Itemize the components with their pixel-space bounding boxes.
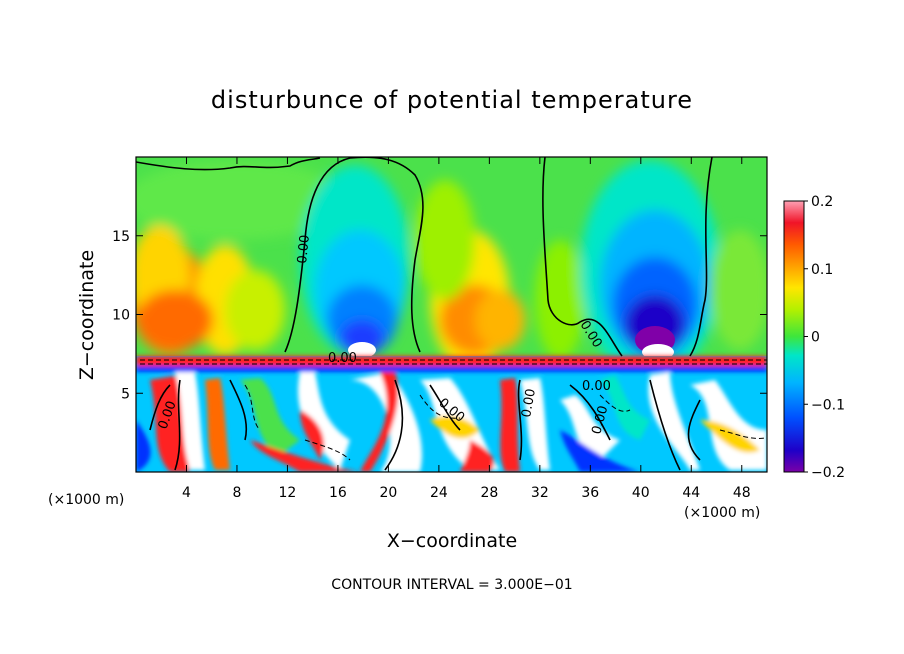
- y-axis: 5 10 15: [112, 229, 767, 402]
- x-tick-label: 24: [430, 485, 448, 501]
- x-tick-label: 8: [232, 485, 241, 501]
- x-tick-label: 40: [632, 485, 650, 501]
- contour-interval: CONTOUR INTERVAL = 3.000E−01: [331, 577, 573, 593]
- x-tick-label: 16: [329, 485, 347, 501]
- colorbar-tick-label: 0: [811, 330, 820, 346]
- y-axis-label: Z−coordinate: [76, 250, 98, 380]
- y-tick-label: 5: [121, 386, 130, 402]
- colorbar-ticks: 0.2 0.1 0 −0.1 −0.2: [804, 194, 845, 481]
- colorbar-tick-label: 0.1: [811, 262, 833, 278]
- contour-label: 0.00: [519, 388, 539, 419]
- negative-contours: [140, 359, 767, 461]
- contour-label: 0.00: [328, 351, 357, 366]
- contour-label: 0.00: [295, 234, 313, 264]
- y-tick-label: 10: [112, 308, 130, 324]
- x-tick-label: 28: [480, 485, 498, 501]
- colorbar-tick-label: −0.1: [811, 397, 845, 413]
- colorbar-tick-label: 0.2: [811, 194, 833, 210]
- x-tick-label: 36: [581, 485, 599, 501]
- chart-title: disturbunce of potential temperature: [210, 86, 694, 114]
- x-unit-right: (×1000 m): [684, 505, 760, 521]
- heatmap-field: 0.00 0.00 0.00 0.00 0.00 0.00 0.00 0.00: [136, 157, 767, 472]
- x-tick-label: 44: [682, 485, 700, 501]
- x-tick-label: 48: [733, 485, 751, 501]
- contour-label: 0.00: [582, 379, 611, 394]
- x-axis: 4 8 12 16 20 24 28 32 36 40 44 48: [182, 157, 751, 501]
- x-axis-label: X−coordinate: [387, 530, 517, 552]
- x-unit-left: (×1000 m): [48, 492, 124, 508]
- x-tick-label: 20: [379, 485, 397, 501]
- y-tick-label: 15: [112, 229, 130, 245]
- colorbar: [784, 201, 804, 472]
- x-tick-label: 12: [279, 485, 297, 501]
- x-tick-label: 4: [182, 485, 191, 501]
- zero-contours: [136, 157, 713, 471]
- colorbar-tick-label: −0.2: [811, 465, 845, 481]
- x-tick-label: 32: [531, 485, 549, 501]
- contour-label: 0.00: [589, 404, 611, 436]
